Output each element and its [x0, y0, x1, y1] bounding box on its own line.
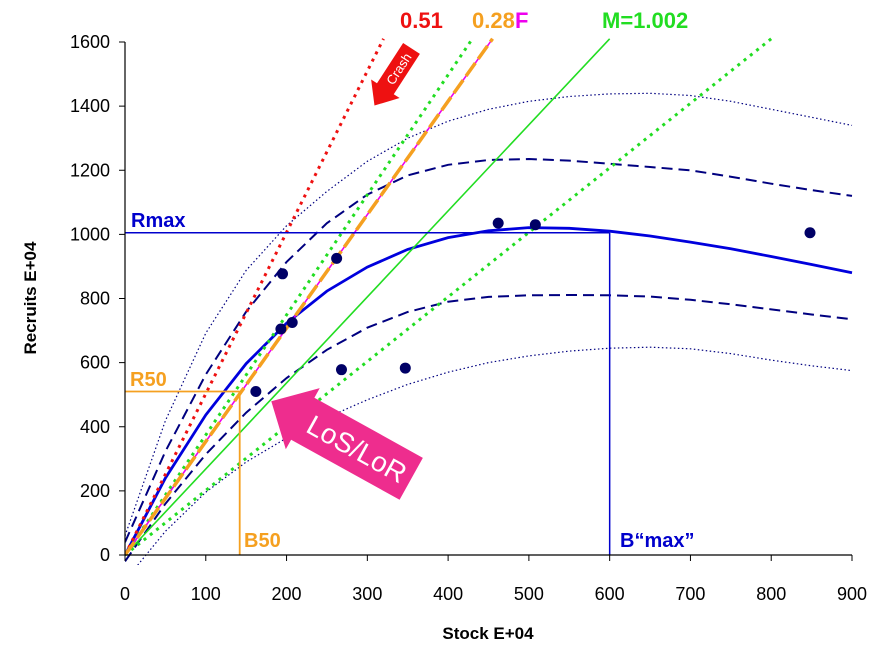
- ci-inner-upper: [125, 157, 853, 543]
- data-point: [335, 364, 347, 376]
- x-tick-label: 500: [514, 584, 544, 604]
- fitted-curve: [125, 226, 853, 556]
- x-tick-label: 800: [756, 584, 786, 604]
- x-axis-title: Stock E+04: [442, 624, 534, 643]
- x-tick-label: 0: [120, 584, 130, 604]
- label-F: F: [515, 8, 528, 33]
- x-tick-label: 200: [272, 584, 302, 604]
- label-b50: B50: [244, 530, 281, 552]
- ci-inner-lower: [125, 293, 853, 562]
- x-tick-label: 900: [837, 584, 867, 604]
- line-green-dotted-5: [125, 37, 773, 557]
- y-axis-title: Recruits E+04: [21, 241, 40, 354]
- x-tick-label: 100: [191, 584, 221, 604]
- label-M: M=1.002: [602, 8, 688, 33]
- y-tick-label: 1400: [70, 96, 110, 116]
- crash-arrow-shape: [371, 43, 420, 106]
- line-green-dotted-4: [125, 37, 474, 556]
- x-tick-label: 400: [433, 584, 463, 604]
- data-point: [277, 268, 289, 280]
- data-point: [804, 227, 816, 239]
- data-point: [286, 317, 298, 329]
- line-0.51: [125, 38, 385, 556]
- line-0.28: [125, 37, 494, 557]
- y-tick-label: 800: [80, 289, 110, 309]
- ticks-layer: 0 100 200 300 400 500 600 700 800 900 0 200 400 600 80…: [70, 32, 867, 604]
- lines-layer: [125, 37, 773, 557]
- y-tick-label: 400: [80, 417, 110, 437]
- label-bmax: B“max”: [620, 530, 694, 552]
- y-tick-label: 200: [80, 481, 110, 501]
- ci-outer-upper: [125, 92, 853, 536]
- y-tick-label: 600: [80, 353, 110, 373]
- points-layer: [250, 217, 816, 397]
- x-tick-label: 300: [352, 584, 382, 604]
- los-arrow-shape: [271, 388, 423, 500]
- ci-outer-lower: [137, 346, 853, 565]
- label-rmax: Rmax: [131, 210, 185, 232]
- line-M=1.002: [125, 38, 611, 556]
- x-tick-label: 700: [675, 584, 705, 604]
- data-point: [250, 385, 262, 397]
- curves-layer: [125, 92, 853, 565]
- label-0.51: 0.51: [400, 8, 443, 33]
- crash-arrow: Crash: [371, 43, 420, 106]
- data-point: [492, 217, 504, 229]
- data-point: [529, 219, 541, 231]
- y-tick-label: 1600: [70, 32, 110, 52]
- y-tick-label: 0: [100, 545, 110, 565]
- data-point: [331, 252, 343, 264]
- label-r50: R50: [130, 369, 167, 391]
- data-point: [399, 362, 411, 374]
- y-tick-label: 1200: [70, 160, 110, 180]
- label-0.28: 0.28: [472, 8, 515, 33]
- reference-lines-layer: [125, 232, 611, 555]
- y-tick-label: 1000: [70, 224, 110, 244]
- x-tick-label: 600: [595, 584, 625, 604]
- los-arrow: LoS/LoR: [271, 388, 423, 500]
- data-point: [275, 323, 287, 335]
